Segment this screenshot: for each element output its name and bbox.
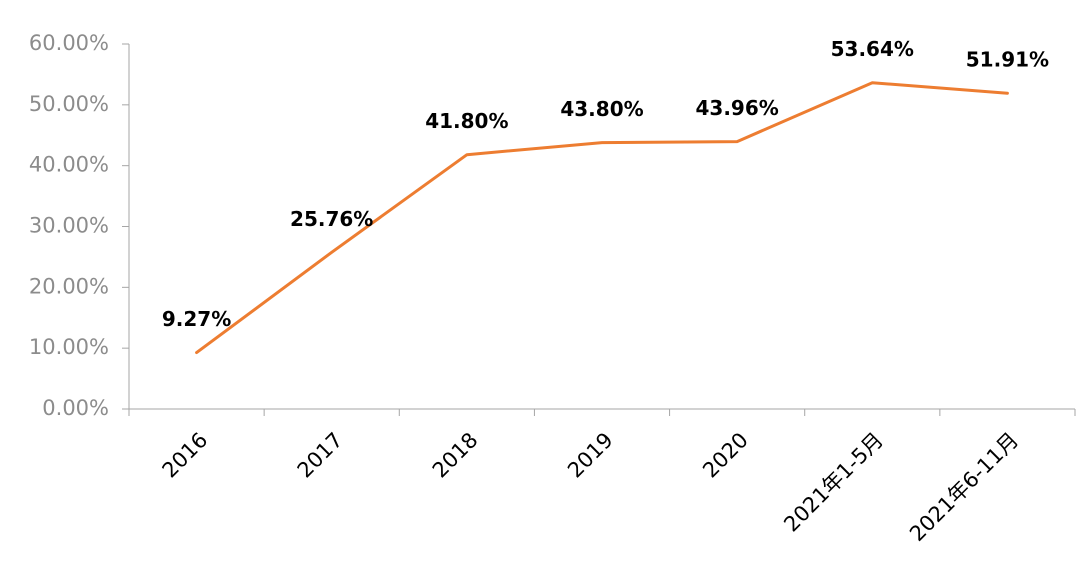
data-label: 25.76%	[290, 207, 373, 231]
x-tick-label: 2021年6-11月	[905, 428, 1023, 546]
x-tick-label: 2016	[158, 428, 213, 483]
x-tick-label: 2020	[698, 428, 753, 483]
x-tick-label: 2018	[428, 428, 483, 483]
y-tick-label: 20.00%	[29, 274, 109, 298]
y-tick-label: 30.00%	[29, 214, 109, 238]
y-tick-label: 40.00%	[29, 153, 109, 177]
x-tick-label: 2021年1-5月	[779, 428, 888, 537]
y-tick-label: 10.00%	[29, 335, 109, 359]
data-label: 43.80%	[560, 97, 643, 121]
data-label: 9.27%	[162, 307, 231, 331]
y-axis: 0.00% 10.00% 20.00% 30.00% 40.00% 50.00% 60.00…	[29, 31, 130, 420]
x-axis: 2016 2017 2018 2019 2020 2021年1-5月 2021年6-11月	[128, 408, 1076, 546]
data-label: 53.64%	[831, 37, 914, 61]
series-line	[195, 81, 1009, 355]
data-label: 51.91%	[966, 48, 1049, 72]
data-labels: 9.27% 25.76% 41.80% 43.80% 43.96% 53.64% 51.91…	[162, 37, 1049, 331]
series-group	[195, 81, 1009, 355]
x-tick-label: 2019	[563, 428, 618, 483]
y-tick-label: 0.00%	[42, 396, 109, 420]
data-label: 41.80%	[425, 109, 508, 133]
x-tick-label: 2017	[293, 428, 348, 483]
y-tick-label: 50.00%	[29, 92, 109, 116]
data-label: 43.96%	[695, 96, 778, 120]
y-tick-label: 60.00%	[29, 31, 109, 55]
